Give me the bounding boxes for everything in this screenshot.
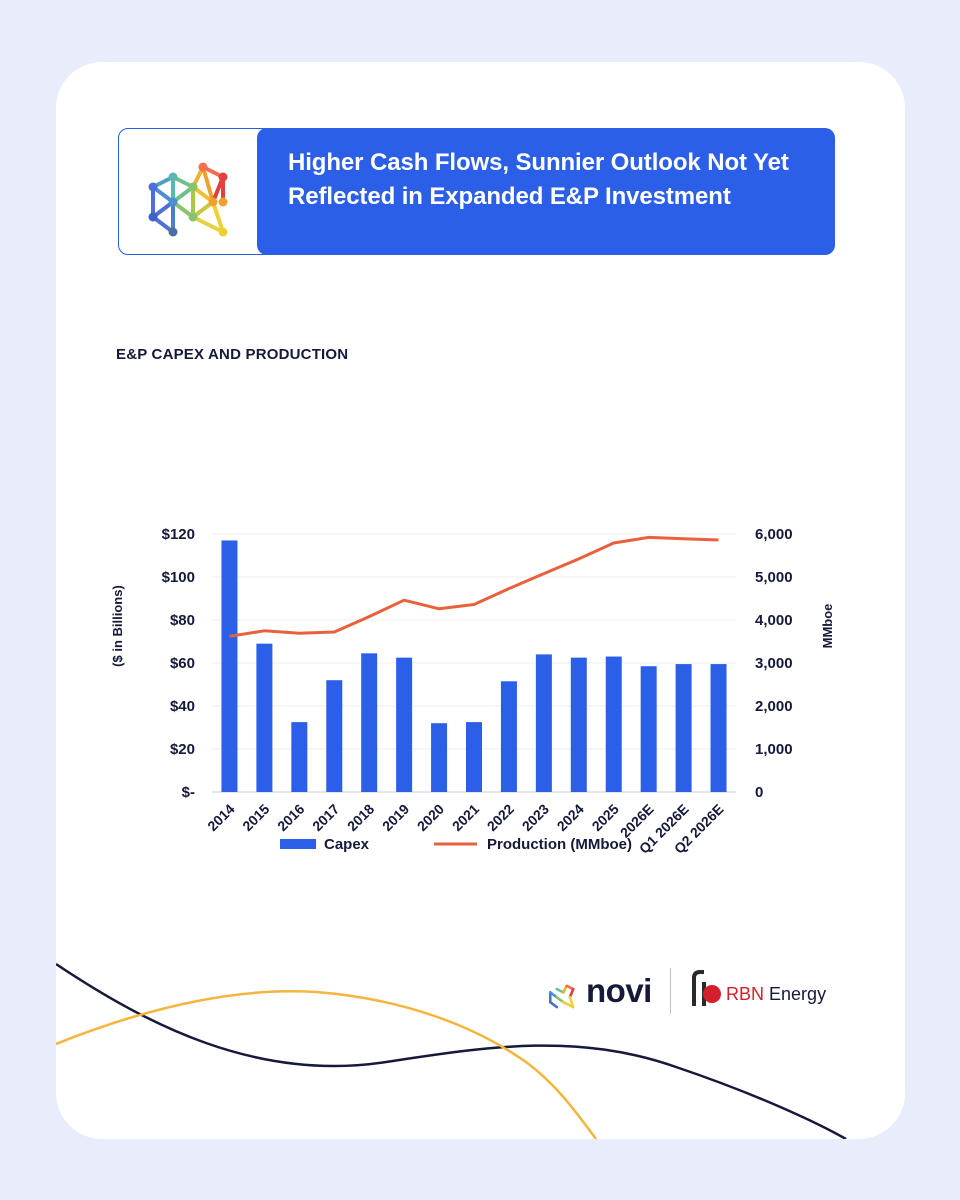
x-tick-label: 2017 [309,801,342,834]
capex-bar [605,656,622,792]
y-tick-label-left: $40 [170,698,195,715]
x-tick-label: 2023 [519,801,552,834]
x-tick-label: 2016 [274,801,307,834]
capex-bar [640,666,657,792]
capex-bar [361,653,378,792]
rbn-wordmark-energy: Energy [769,984,827,1004]
rbn-wordmark: RBN Energy [726,984,826,1005]
card: Higher Cash Flows, Sunnier Outlook Not Y… [56,62,905,1139]
x-tick-label: 2024 [554,801,587,834]
rbn-wordmark-rbn: RBN [726,984,765,1004]
capex-bar [466,722,482,792]
novi-small-logo-icon [548,984,575,1009]
y-tick-label-left: $20 [170,741,195,758]
y-tick-label-left: $- [182,784,195,801]
production-line [229,535,719,638]
decorative-waves [56,962,847,1139]
y-tick-label-right: 6,000 [755,526,793,543]
capex-bar [500,681,517,792]
y-axis-label-left: ($ in Billions) [110,585,125,667]
rbn-logo-icon [692,970,721,1006]
x-tick-label: 2019 [379,801,412,834]
capex-bar [221,540,238,792]
y-tick-label-left: $80 [170,612,195,629]
capex-bar [675,664,692,792]
y-axis-label-right: MMboe [820,604,835,649]
capex-bar [396,657,413,792]
y-tick-label-right: 5,000 [755,569,793,586]
y-tick-label-right: 0 [755,784,763,801]
y-tick-label-left: $100 [162,569,195,586]
x-tick-label: 2014 [204,801,237,834]
capex-bar [291,722,308,792]
legend-capex-label: Capex [324,836,370,853]
capex-production-chart: $- $20 $40 $60 $80 $100 $120 0 1,000 2,000 3,000 4… [110,526,835,857]
capex-bar [431,723,448,792]
brand-separator [670,968,671,1014]
x-tick-label: 2020 [414,801,447,834]
legend-capex-swatch [280,839,316,849]
chart-title: E&P CAPEX AND PRODUCTION [116,346,349,363]
chart-legend: Capex Production (MMboe) [280,836,632,853]
y-tick-label-right: 3,000 [755,655,793,672]
x-tick-label: 2021 [449,801,482,834]
capex-bar [535,654,552,792]
title-banner: Higher Cash Flows, Sunnier Outlook Not Y… [257,128,835,255]
capex-bar [570,657,587,792]
y-tick-label-right: 1,000 [755,741,793,758]
y-tick-label-right: 2,000 [755,698,793,715]
y-tick-label-left: $120 [162,526,195,543]
x-tick-label: 2015 [239,801,272,834]
legend-production-label: Production (MMboe) [487,836,632,853]
x-tick-label: 2018 [344,801,377,834]
novi-network-logo-icon [148,162,228,237]
capex-bar [326,680,343,792]
capex-bar [256,643,273,792]
brand-logo-box [118,128,280,255]
novi-wordmark: novi [586,972,652,1009]
y-tick-label-left: $60 [170,655,195,672]
capex-bar [710,664,727,792]
y-tick-label-right: 4,000 [755,612,793,629]
wave-orange-curve [56,990,598,1139]
page-title: Higher Cash Flows, Sunnier Outlook Not Y… [288,149,789,210]
x-tick-label: 2022 [484,801,517,834]
wave-dark-curve [56,962,847,1139]
